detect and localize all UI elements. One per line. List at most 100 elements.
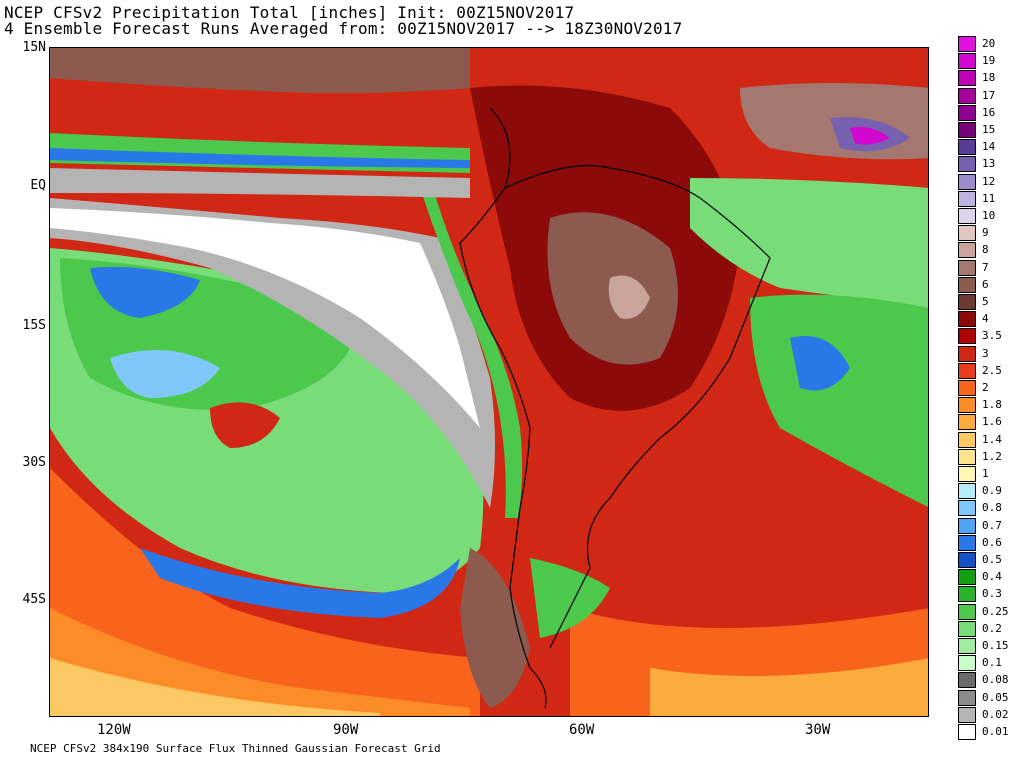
pacific-lightblue-patch <box>110 350 220 398</box>
legend-label-8: 8 <box>982 243 989 257</box>
legend-swatch-0_3 <box>958 586 976 603</box>
pacific-blue-patch <box>90 266 200 318</box>
lat-label-45s: 45S <box>22 592 46 607</box>
legend-label-0_9: 0.9 <box>982 484 1002 498</box>
legend-swatch-4 <box>958 311 976 328</box>
legend-label-0_4: 0.4 <box>982 570 1002 584</box>
legend-label-0_2: 0.2 <box>982 621 1002 635</box>
legend-swatch-5 <box>958 294 976 310</box>
legend-swatch-0_02 <box>958 706 976 723</box>
legend-label-2: 2 <box>982 381 989 394</box>
legend-label-1_4: 1.4 <box>982 432 1002 446</box>
itcz-blue <box>50 148 470 168</box>
amazon-light-brown <box>608 275 650 319</box>
legend-swatch-0_5 <box>958 552 976 568</box>
legend-label-0_02: 0.02 <box>982 707 1009 721</box>
legend-label-0_05: 0.05 <box>982 690 1009 704</box>
legend-label-5: 5 <box>982 295 989 308</box>
lon-label-120w: 120W <box>97 722 131 738</box>
lat-label-eq: EQ <box>30 178 46 193</box>
itcz-grey <box>50 168 470 198</box>
legend-swatch-19 <box>958 53 976 70</box>
legend-swatch-1_8 <box>958 397 976 414</box>
legend-label-17: 17 <box>982 88 996 102</box>
legend-label-0_01: 0.01 <box>982 725 1009 738</box>
legend-label-0_08: 0.08 <box>982 673 1009 687</box>
legend-swatch-0_6 <box>958 534 976 551</box>
legend-swatch-0_01 <box>958 724 976 740</box>
legend-label-6: 6 <box>982 277 989 291</box>
legend-label-0_8: 0.8 <box>982 501 1002 515</box>
north-brown <box>50 48 470 93</box>
legend-label-0_1: 0.1 <box>982 656 1002 670</box>
legend-swatch-1_2 <box>958 448 976 465</box>
legend-swatch-0_25 <box>958 603 976 620</box>
legend-swatch-8 <box>958 242 976 259</box>
legend-swatch-11 <box>958 190 976 207</box>
legend-swatch-13 <box>958 156 976 173</box>
map-title-line1: NCEP CFSv2 Precipitation Total [inches] … <box>4 3 575 22</box>
legend-label-13: 13 <box>982 157 996 171</box>
legend-label-3_5: 3.5 <box>982 329 1002 343</box>
legend-swatch-0_08 <box>958 672 976 689</box>
legend-swatch-1_6 <box>958 414 976 431</box>
legend-swatch-3_5 <box>958 328 976 345</box>
legend-swatch-0_05 <box>958 689 976 706</box>
legend-label-1_6: 1.6 <box>982 415 1002 429</box>
legend-swatch-18 <box>958 70 976 87</box>
atlantic-magenta <box>850 126 890 145</box>
footer-grid-note: NCEP CFSv2 384x190 Surface Flux Thinned … <box>30 742 441 755</box>
legend-label-1_2: 1.2 <box>982 449 1002 463</box>
legend-label-7: 7 <box>982 260 989 274</box>
legend-swatch-2 <box>958 380 976 396</box>
legend-swatch-3 <box>958 345 976 362</box>
legend-label-3: 3 <box>982 346 989 360</box>
legend-label-1_8: 1.8 <box>982 398 1002 412</box>
atlantic-light-orange <box>650 658 928 716</box>
legend-swatch-2_5 <box>958 362 976 379</box>
lon-label-90w: 90W <box>333 722 359 738</box>
patagonia-green <box>530 558 610 638</box>
legend-swatch-0_2 <box>958 620 976 637</box>
atlantic-green <box>690 178 928 308</box>
legend-label-0_15: 0.15 <box>982 639 1009 652</box>
legend-swatch-15 <box>958 122 976 138</box>
legend-swatch-17 <box>958 87 976 104</box>
legend-swatch-0_8 <box>958 500 976 517</box>
legend-label-15: 15 <box>982 123 996 136</box>
legend-label-0_25: 0.25 <box>982 604 1009 618</box>
legend-label-2_5: 2.5 <box>982 363 1002 377</box>
lat-label-15s: 15S <box>22 318 46 333</box>
lat-label-15n: 15N <box>22 40 46 55</box>
legend-label-18: 18 <box>982 71 996 85</box>
legend-label-9: 9 <box>982 226 989 240</box>
south-yellow <box>50 658 380 716</box>
legend-label-1: 1 <box>982 467 989 480</box>
legend-label-11: 11 <box>982 191 996 205</box>
legend-swatch-12 <box>958 173 976 190</box>
south-blue-band <box>140 548 460 618</box>
legend-swatch-14 <box>958 139 976 156</box>
legend-label-19: 19 <box>982 54 996 68</box>
legend-label-20: 20 <box>982 37 996 50</box>
legend-swatch-6 <box>958 276 976 293</box>
legend-swatch-0_9 <box>958 483 976 500</box>
lat-label-30s: 30S <box>22 455 46 470</box>
legend-label-16: 16 <box>982 105 996 119</box>
legend-swatch-0_7 <box>958 517 976 534</box>
legend-label-0_6: 0.6 <box>982 535 1002 549</box>
legend-swatch-20 <box>958 36 976 52</box>
lon-label-30w: 30W <box>805 722 831 738</box>
legend-swatch-9 <box>958 225 976 242</box>
legend-label-0_7: 0.7 <box>982 518 1002 532</box>
lon-label-60w: 60W <box>569 722 595 738</box>
legend-swatch-16 <box>958 104 976 121</box>
legend-swatch-1 <box>958 466 976 482</box>
coastal-green <box>420 178 523 518</box>
legend-label-10: 10 <box>982 209 996 222</box>
legend-label-0_5: 0.5 <box>982 553 1002 566</box>
legend-swatch-7 <box>958 259 976 276</box>
legend-label-4: 4 <box>982 312 989 326</box>
legend-swatch-1_4 <box>958 431 976 448</box>
legend-label-0_3: 0.3 <box>982 587 1002 601</box>
